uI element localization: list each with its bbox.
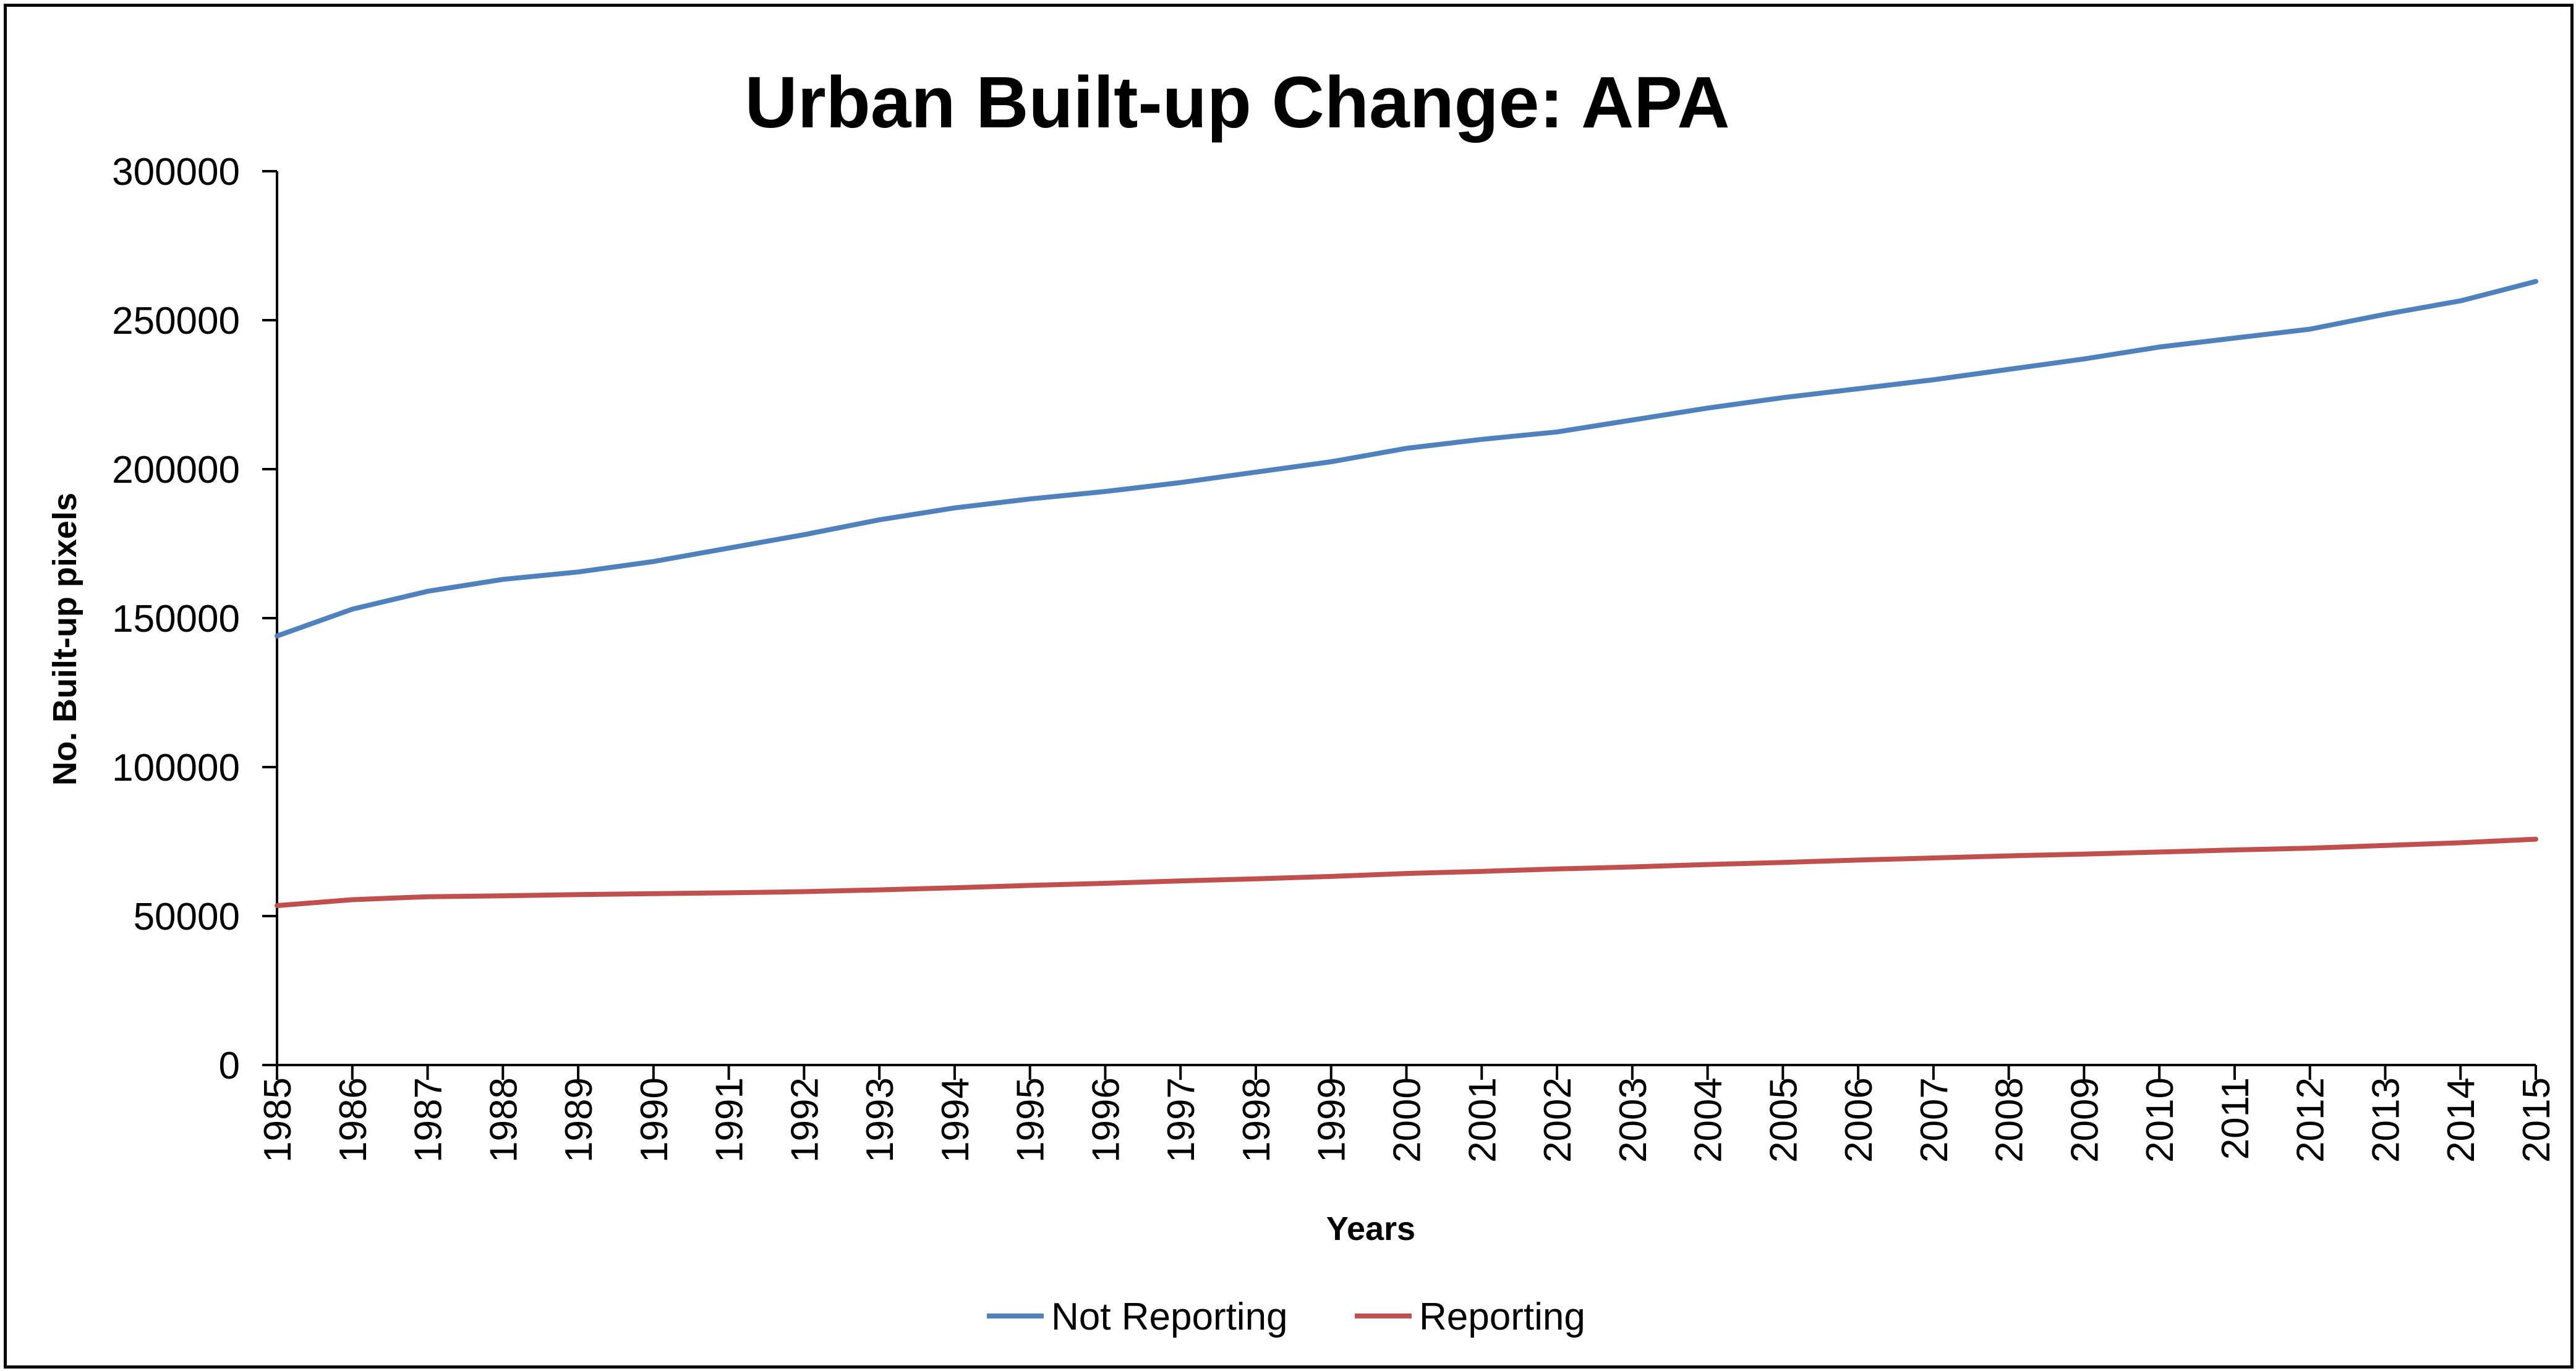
y-tick-label: 100000 [112, 747, 240, 789]
x-tick-label: 2009 [2063, 1077, 2106, 1163]
x-tick-label: 1986 [332, 1077, 375, 1163]
legend-label-2: Reporting [1419, 1296, 1585, 1338]
chart-frame: Urban Built-up Change: APA 0 50000 100000 1… [4, 4, 2574, 1369]
chart-title: Urban Built-up Change: APA [745, 62, 1730, 143]
x-tick-label: 2003 [1612, 1077, 1655, 1163]
x-tick-label: 1998 [1235, 1077, 1278, 1163]
x-tick-label: 1996 [1085, 1077, 1127, 1163]
x-tick-label: 2008 [1989, 1077, 2031, 1163]
x-axis: 1985 1986 1987 1988 1989 1990 1991 1992 1993 1994… [257, 1064, 2558, 1163]
x-tick-label: 2010 [2139, 1077, 2181, 1163]
y-tick-label: 250000 [112, 300, 240, 342]
x-tick-label: 1995 [1010, 1077, 1052, 1163]
series-line-2 [275, 836, 2538, 909]
x-tick-label: 1985 [257, 1077, 299, 1163]
x-tick-label: 2015 [2515, 1077, 2558, 1163]
x-tick-label: 1990 [633, 1077, 676, 1163]
x-tick-label: 2002 [1537, 1077, 1579, 1163]
x-tick-label: 1994 [934, 1077, 977, 1163]
x-tick-label: 1992 [783, 1077, 826, 1163]
legend-label-1: Not Reporting [1051, 1296, 1288, 1338]
y-tick-label: 300000 [112, 151, 240, 193]
x-tick-label: 1991 [709, 1077, 751, 1163]
x-tick-label: 2001 [1461, 1077, 1504, 1163]
x-tick-label: 2000 [1386, 1077, 1429, 1163]
y-tick-label: 0 [219, 1045, 240, 1087]
x-tick-label: 2011 [2214, 1077, 2257, 1160]
series-line-1 [275, 279, 2538, 639]
y-tick-label: 200000 [112, 449, 240, 491]
x-tick-label: 1987 [407, 1077, 450, 1163]
x-tick-label: 1997 [1160, 1077, 1203, 1163]
y-axis-title: No. Built-up pixels [46, 493, 83, 786]
series-layer [275, 279, 2538, 909]
y-tick-label: 150000 [112, 598, 240, 640]
legend: Not Reporting Reporting [987, 1296, 1585, 1338]
y-axis: 0 50000 100000 150000 200000 250000 300000 [112, 151, 278, 1087]
x-tick-label: 2005 [1762, 1077, 1805, 1163]
x-tick-label: 2014 [2440, 1077, 2483, 1163]
x-tick-label: 1993 [859, 1077, 902, 1163]
line-chart: Urban Built-up Change: APA 0 50000 100000 1… [46, 62, 2558, 1338]
x-tick-label: 2012 [2290, 1077, 2332, 1163]
x-tick-label: 1999 [1311, 1077, 1354, 1163]
y-tick-label: 50000 [134, 896, 240, 938]
x-tick-label: 1988 [482, 1077, 525, 1163]
x-tick-label: 2013 [2365, 1077, 2407, 1163]
x-tick-label: 2004 [1687, 1077, 1730, 1163]
x-axis-title: Years [1326, 1210, 1415, 1247]
x-tick-label: 2006 [1838, 1077, 1880, 1163]
x-tick-label: 2007 [1913, 1077, 1956, 1163]
x-tick-label: 1989 [558, 1077, 600, 1163]
